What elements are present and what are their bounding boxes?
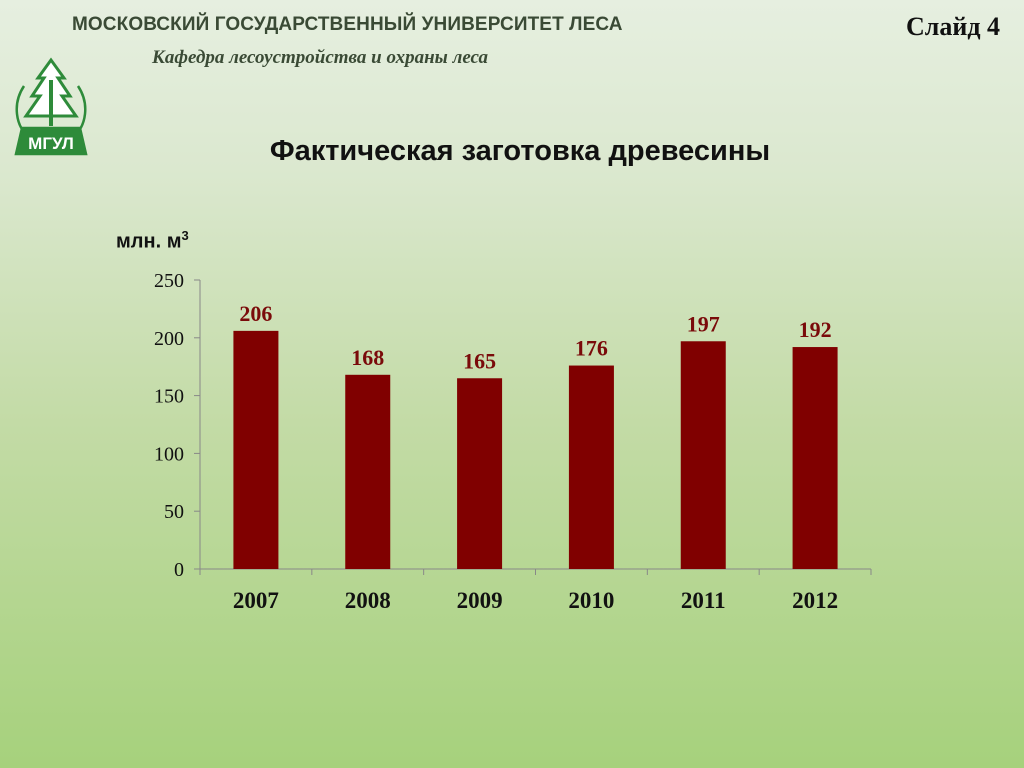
university-logo: МГУЛ [14,57,88,156]
x-axis: 2007 2008 2009 2010 2011 2012 [199,568,872,613]
data-label: 168 [351,345,384,370]
x-tick-label: 2011 [681,588,726,613]
y-tick-label: 150 [154,386,184,408]
bar [568,365,614,569]
bars: 206 168 165 176 197 192 [233,301,838,569]
x-tick-label: 2010 [568,588,614,613]
bar [345,374,391,569]
y-tick-label: 200 [154,328,184,350]
department-name: Кафедра лесоустройства и охраны леса [152,47,488,68]
x-tick-label: 2008 [345,588,391,613]
logo-text: МГУЛ [28,134,74,153]
chart-title: Фактическая заготовка древесины [269,135,771,167]
x-tick-label: 2009 [457,588,503,613]
bar [457,378,503,569]
y-tick-label: 100 [154,443,184,465]
y-axis-unit-text: млн. м [116,230,182,253]
university-name: МОСКОВСКИЙ ГОСУДАРСТВЕННЫЙ УНИВЕРСИТЕТ Л… [72,14,623,35]
data-label: 206 [239,301,272,326]
y-axis-unit: млн. м3 [116,228,189,254]
data-label: 192 [799,317,832,342]
y-tick-label: 250 [154,270,184,292]
data-label: 165 [463,348,496,373]
x-tick-label: 2012 [792,588,838,613]
y-tick-label: 0 [174,559,184,581]
bar [792,347,838,569]
y-axis-unit-superscript: 3 [181,228,189,243]
y-axis: 0 50 100 150 200 250 [154,270,201,581]
bar [233,330,279,569]
slide-number: Слайд 4 [906,12,1000,41]
x-tick-label: 2007 [233,588,279,613]
data-label: 197 [687,311,720,336]
bar [680,341,726,569]
data-label: 176 [575,336,608,361]
y-tick-label: 50 [164,501,184,523]
